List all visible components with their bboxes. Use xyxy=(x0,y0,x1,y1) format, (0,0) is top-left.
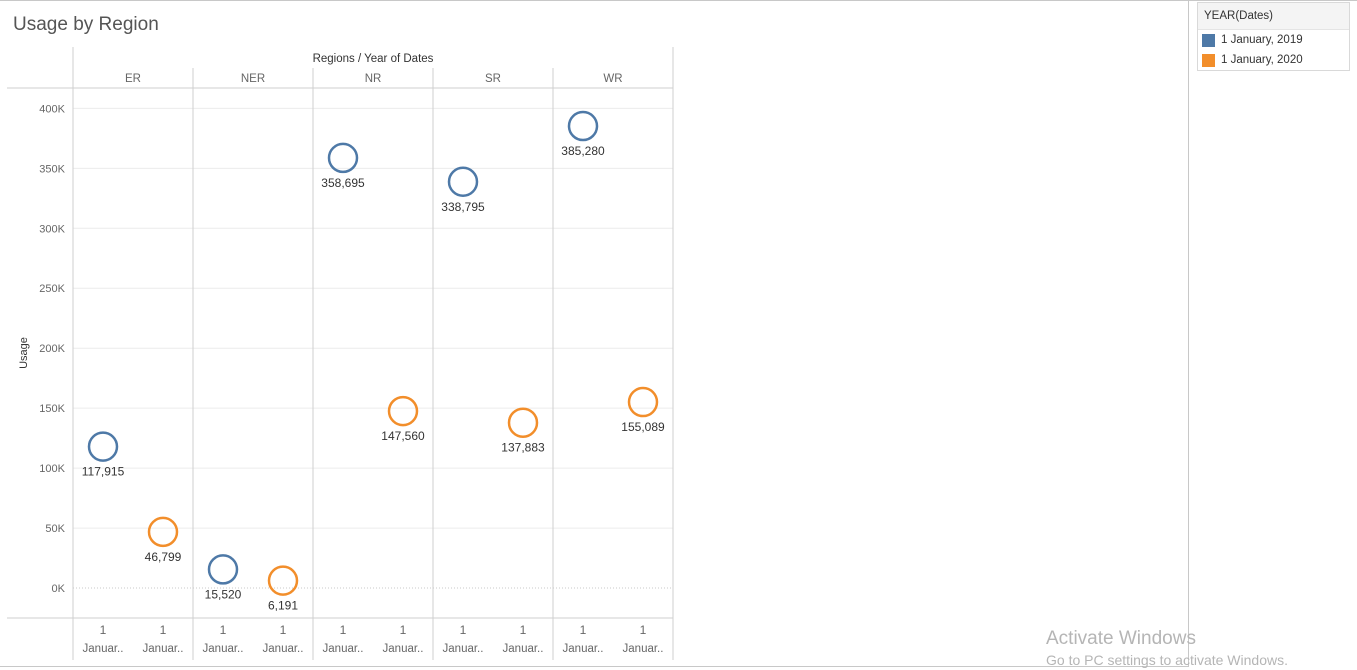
top-divider xyxy=(0,0,1357,1)
data-label: 385,280 xyxy=(561,144,605,158)
legend-title: YEAR(Dates) xyxy=(1198,3,1349,30)
x-tick-label: 1 xyxy=(580,623,587,637)
y-axis-title: Usage xyxy=(18,337,30,369)
x-tick-label: Januar.. xyxy=(623,643,664,655)
data-point-sr-2019 xyxy=(447,166,479,198)
x-tick-label: 1 xyxy=(160,623,167,637)
x-tick-label: 1 xyxy=(460,623,467,637)
data-point-ner-2019 xyxy=(207,554,239,585)
usage-chart[interactable]: 0K 50K 100K 150K 200K 250K 300K 350K 400K Usage Re… xyxy=(0,0,1190,668)
region-header-wr: WR xyxy=(603,73,622,85)
data-point-sr-2020 xyxy=(507,407,539,438)
watermark-line-1: Activate Windows xyxy=(1046,628,1196,649)
region-header-ner: NER xyxy=(241,73,265,85)
data-label: 15,520 xyxy=(205,587,242,601)
data-point-er-2019 xyxy=(87,431,119,462)
region-header-nr: NR xyxy=(365,73,382,85)
activation-watermark: Activate Windows Go to PC settings to ac… xyxy=(1046,628,1288,668)
page-title: Usage by Region xyxy=(13,14,159,35)
data-point-wr-2020 xyxy=(627,386,659,418)
x-tick-label: Januar.. xyxy=(383,643,424,655)
x-tick-label: Januar.. xyxy=(143,643,184,655)
legend-swatch-2020 xyxy=(1202,53,1215,67)
data-label: 155,089 xyxy=(621,420,665,434)
x-tick-label: 1 xyxy=(340,623,347,637)
y-tick-label: 200K xyxy=(39,343,65,355)
region-header-er: ER xyxy=(125,73,141,85)
legend-label-2020: 1 January, 2020 xyxy=(1221,54,1303,66)
x-tick-label: 1 xyxy=(100,623,107,637)
data-label: 46,799 xyxy=(145,550,182,564)
x-tick-label: Januar.. xyxy=(203,643,244,655)
y-tick-label: 50K xyxy=(45,523,65,535)
y-tick-label: 0K xyxy=(52,583,66,595)
x-tick-label: Januar.. xyxy=(563,643,604,655)
x-tick-label: 1 xyxy=(520,623,527,637)
y-tick-label: 300K xyxy=(39,223,65,235)
column-header-title: Regions / Year of Dates xyxy=(313,53,434,65)
legend-item-2020[interactable]: 1 January, 2020 xyxy=(1198,50,1349,70)
data-label: 338,795 xyxy=(441,200,485,214)
x-tick-label: 1 xyxy=(220,623,227,637)
data-label: 117,915 xyxy=(82,465,125,479)
data-label: 147,560 xyxy=(381,429,425,443)
y-tick-label: 250K xyxy=(39,283,65,295)
data-point-ner-2020 xyxy=(267,565,299,596)
x-tick-label: 1 xyxy=(400,623,407,637)
data-point-nr-2019 xyxy=(327,142,359,174)
y-tick-label: 150K xyxy=(39,403,65,415)
legend-swatch-2019 xyxy=(1202,33,1215,47)
x-tick-label: Januar.. xyxy=(503,643,544,655)
y-tick-label: 100K xyxy=(39,463,65,475)
color-legend[interactable]: YEAR(Dates) 1 January, 2019 1 January, 2… xyxy=(1197,2,1350,71)
x-tick-label: 1 xyxy=(280,623,287,637)
data-point-wr-2019 xyxy=(567,110,599,142)
x-tick-label: 1 xyxy=(640,623,647,637)
y-tick-label: 400K xyxy=(39,103,65,115)
worksheet-frame xyxy=(0,0,1189,667)
data-label: 137,883 xyxy=(501,441,545,455)
legend-label-2019: 1 January, 2019 xyxy=(1221,34,1303,46)
x-tick-label: Januar.. xyxy=(83,643,124,655)
data-label: 358,695 xyxy=(321,176,365,190)
region-header-sr: SR xyxy=(485,73,501,85)
legend-item-2019[interactable]: 1 January, 2019 xyxy=(1198,30,1349,50)
data-point-er-2020 xyxy=(147,516,179,548)
data-label: 6,191 xyxy=(268,599,298,613)
x-tick-label: Januar.. xyxy=(263,643,304,655)
x-tick-label: Januar.. xyxy=(323,643,364,655)
x-tick-label: Januar.. xyxy=(443,643,484,655)
data-point-nr-2020 xyxy=(387,395,419,427)
watermark-line-2: Go to PC settings to activate Windows. xyxy=(1046,652,1288,668)
y-tick-label: 350K xyxy=(39,163,65,175)
